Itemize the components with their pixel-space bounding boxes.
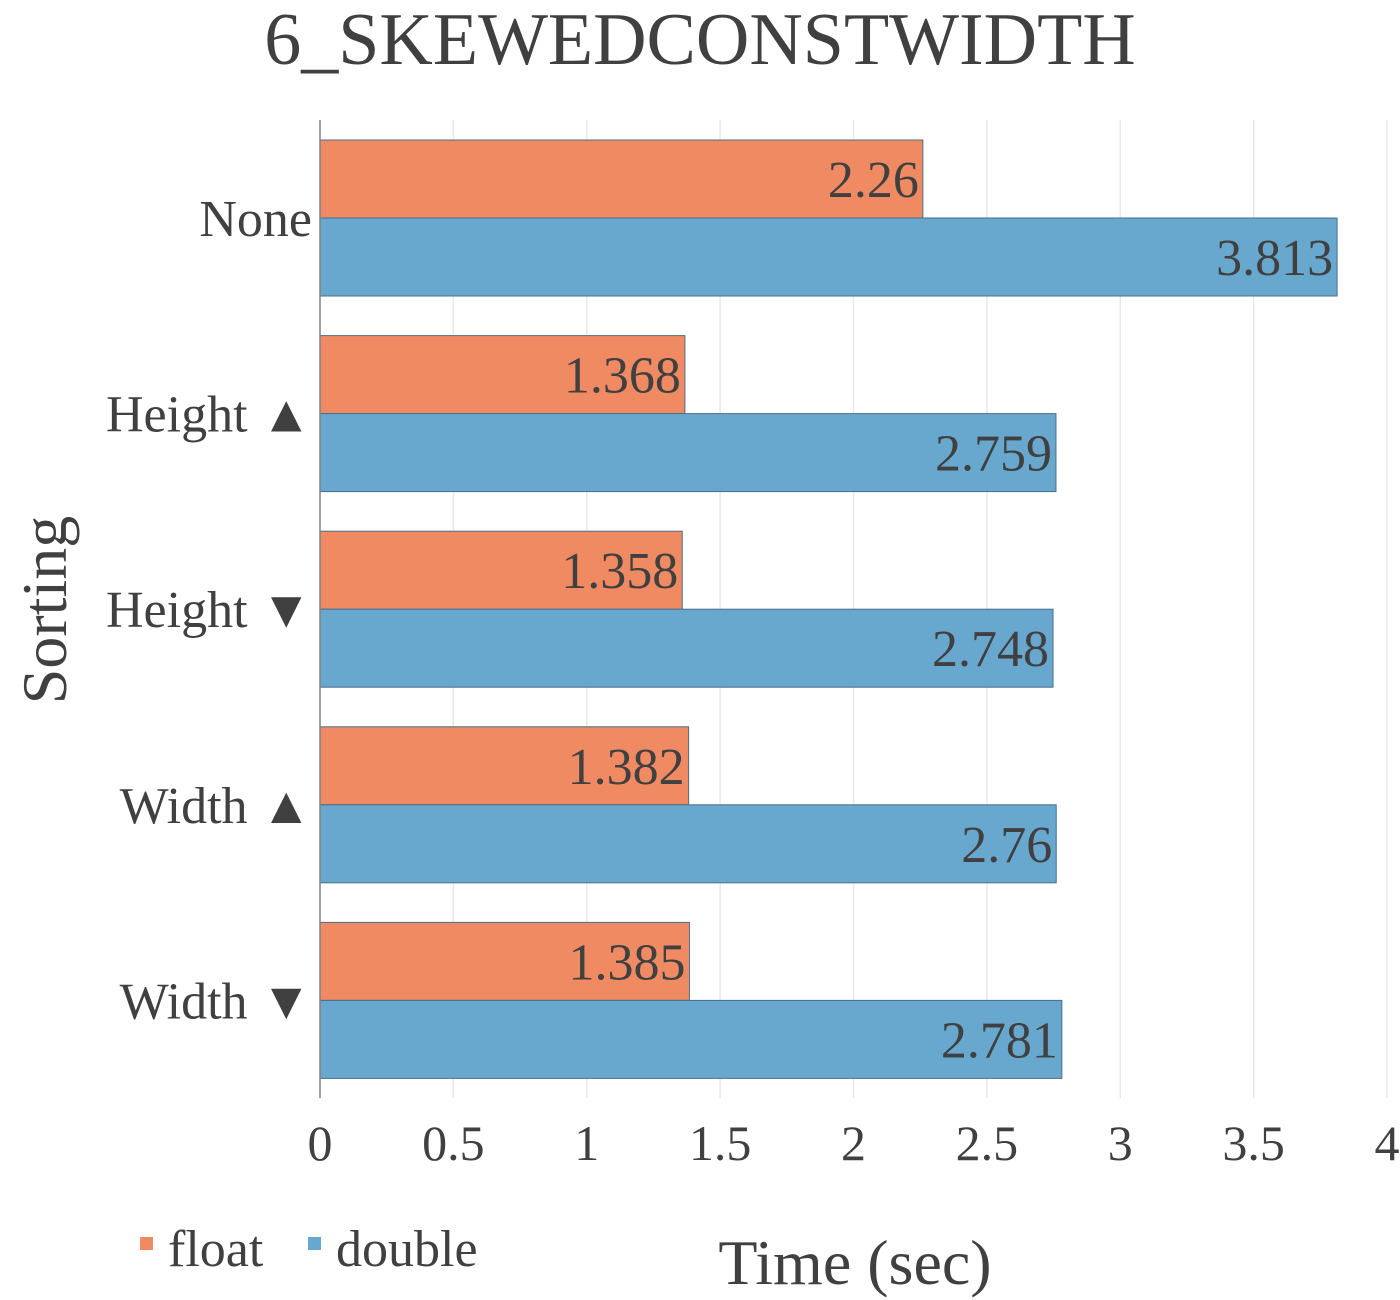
data-label-double: 2.748 [932,621,1049,678]
x-tick-label: 1 [574,1115,599,1171]
legend: float double [140,1221,478,1278]
bars: 2.26 3.813 1.368 2.759 1.358 2.748 1.382 2.76 1.… [319,139,1338,1079]
x-tick-label: 3.5 [1222,1115,1285,1171]
bar-float [319,530,683,610]
legend-label-float: float [168,1221,264,1278]
data-label-float: 1.358 [561,543,678,600]
bar-double [319,217,1338,297]
x-axis-title: Time (sec) [718,1227,991,1298]
x-tick-label: 1.5 [689,1115,752,1171]
bar-double [319,999,1063,1079]
category-label: Height ▼ [106,582,312,639]
x-tick-label: 0 [308,1115,333,1171]
category-label: Width ▲ [120,778,312,835]
data-label-float: 2.26 [828,152,919,209]
chart-title: 6_SKEWEDCONSTWIDTH [264,0,1136,81]
x-tick-label: 0.5 [422,1115,485,1171]
x-tick-label: 4 [1375,1115,1400,1171]
bar-float [319,726,690,806]
data-label-float: 1.382 [568,739,685,796]
data-label-double: 2.781 [941,1012,1058,1069]
bar-float [319,335,686,415]
data-label-double: 2.76 [961,817,1052,874]
y-axis-title: Sorting [9,516,80,704]
data-label-float: 1.385 [568,934,685,991]
bar-float [319,921,690,1001]
legend-swatch-double [308,1237,321,1250]
data-label-float: 1.368 [564,348,681,405]
data-label-double: 3.813 [1216,230,1333,287]
category-labels: None Height ▲ Height ▼ Width ▲ Width ▼ [106,191,312,1030]
category-label: Width ▼ [120,973,312,1030]
x-tick-label: 2 [841,1115,866,1171]
x-tick-label: 3 [1108,1115,1133,1171]
bar-double [319,804,1057,884]
legend-swatch-float [140,1237,153,1250]
bar-double [319,608,1054,688]
category-label: None [199,191,312,248]
bar-float [319,139,924,219]
legend-label-double: double [336,1221,478,1278]
x-tick-labels: 0 0.5 1 1.5 2 2.5 3 3.5 4 [308,1115,1400,1171]
category-label: Height ▲ [106,387,312,444]
data-label-double: 2.759 [935,426,1052,483]
x-tick-label: 2.5 [956,1115,1019,1171]
